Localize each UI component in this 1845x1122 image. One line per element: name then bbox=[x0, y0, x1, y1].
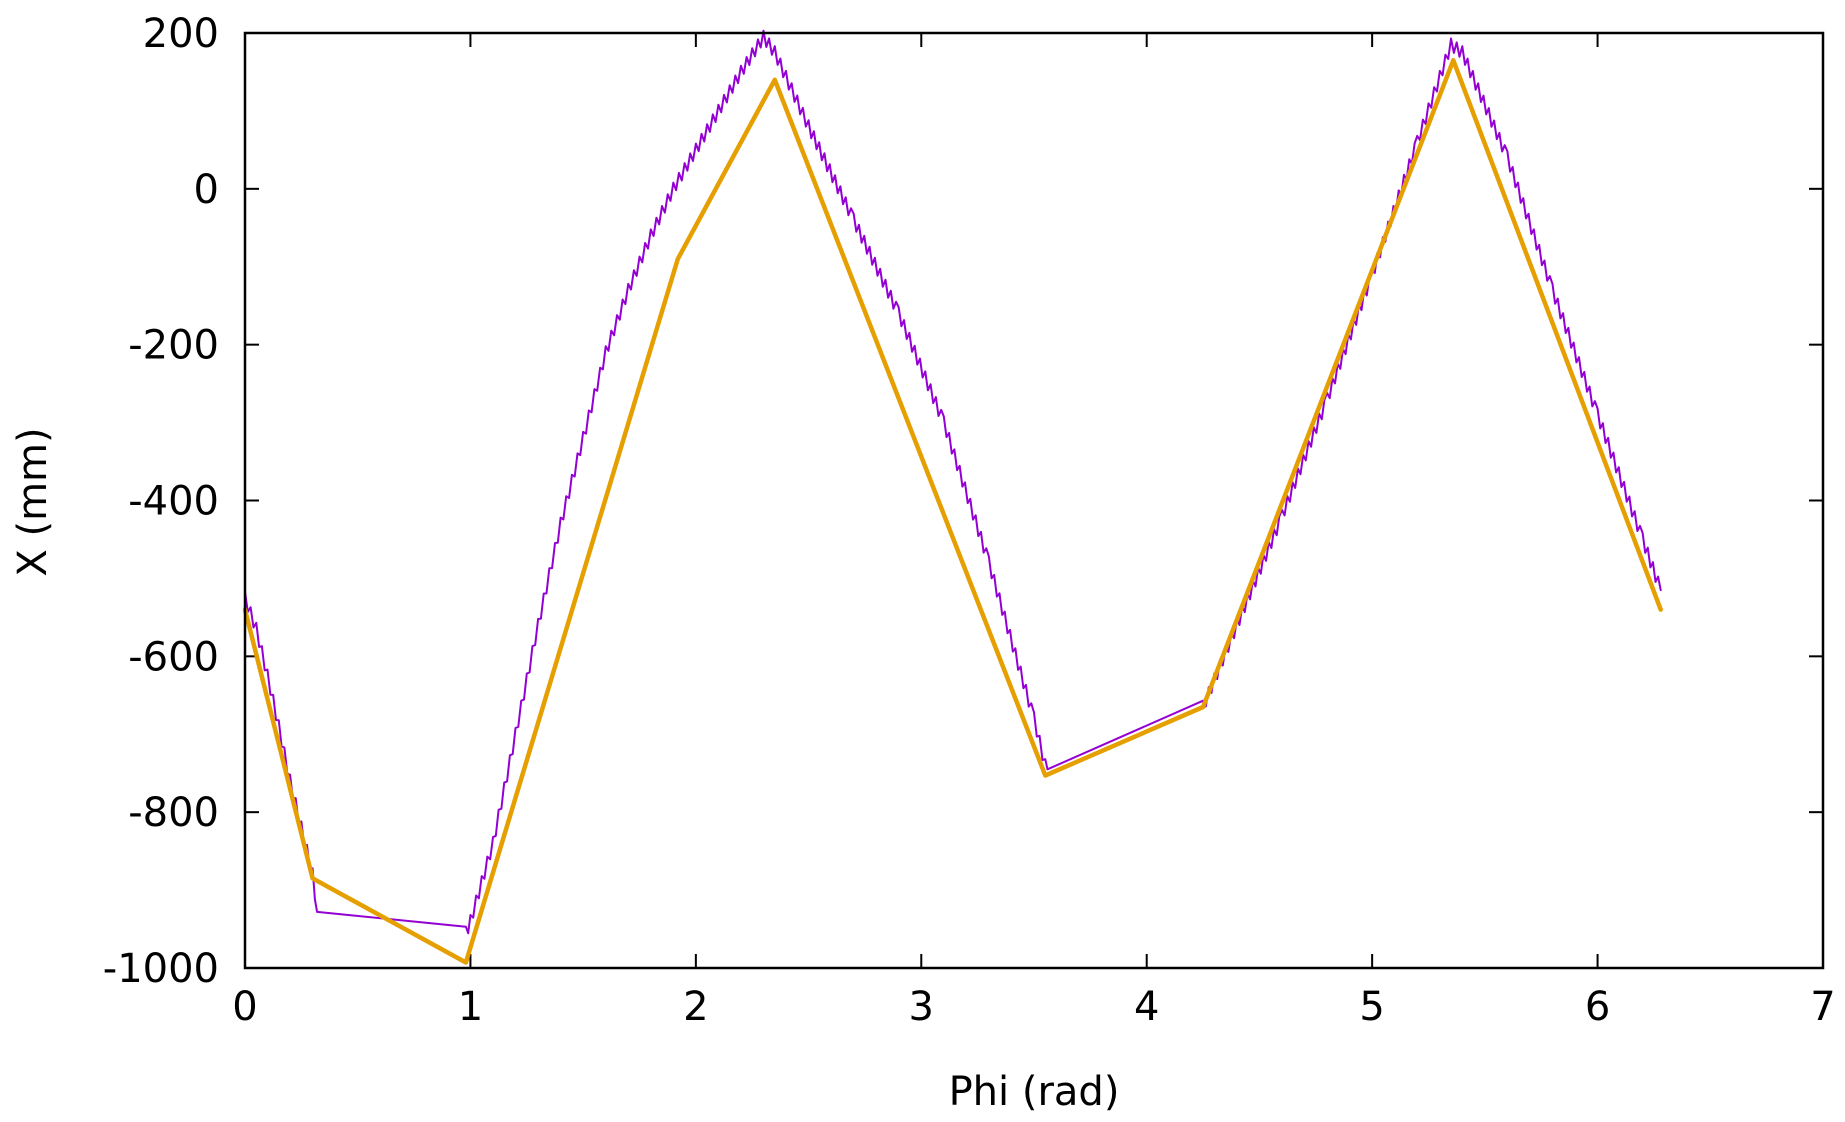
y-tick-label: -200 bbox=[128, 323, 219, 369]
y-tick-label: -400 bbox=[128, 479, 219, 525]
x-tick-label: 0 bbox=[232, 984, 257, 1030]
x-tick-label: 3 bbox=[909, 984, 934, 1030]
y-tick-label: -800 bbox=[128, 790, 219, 836]
x-tick-label: 5 bbox=[1359, 984, 1384, 1030]
x-axis-label: Phi (rad) bbox=[949, 1069, 1120, 1115]
series-line-1 bbox=[244, 29, 1662, 935]
y-axis-label: X (mm) bbox=[10, 427, 56, 576]
ticks-layer bbox=[245, 33, 1823, 968]
x-tick-label: 4 bbox=[1134, 984, 1159, 1030]
y-tick-label: 200 bbox=[143, 11, 219, 57]
labels-layer: 0 1 2 3 4 5 6 7 -1000 -800 -600 -400 -200 0 200 bbox=[103, 11, 1836, 1030]
x-tick-label: 6 bbox=[1585, 984, 1610, 1030]
y-tick-label: 0 bbox=[194, 167, 219, 213]
plot-frame bbox=[243, 31, 1825, 970]
x-tick-label: 7 bbox=[1810, 984, 1835, 1030]
x-tick-label: 2 bbox=[683, 984, 708, 1030]
series-layer bbox=[242, 29, 1663, 965]
y-tick-label: -600 bbox=[128, 634, 219, 680]
series-line-2 bbox=[242, 58, 1663, 965]
y-tick-label: -1000 bbox=[103, 946, 219, 992]
x-tick-label: 1 bbox=[458, 984, 483, 1030]
